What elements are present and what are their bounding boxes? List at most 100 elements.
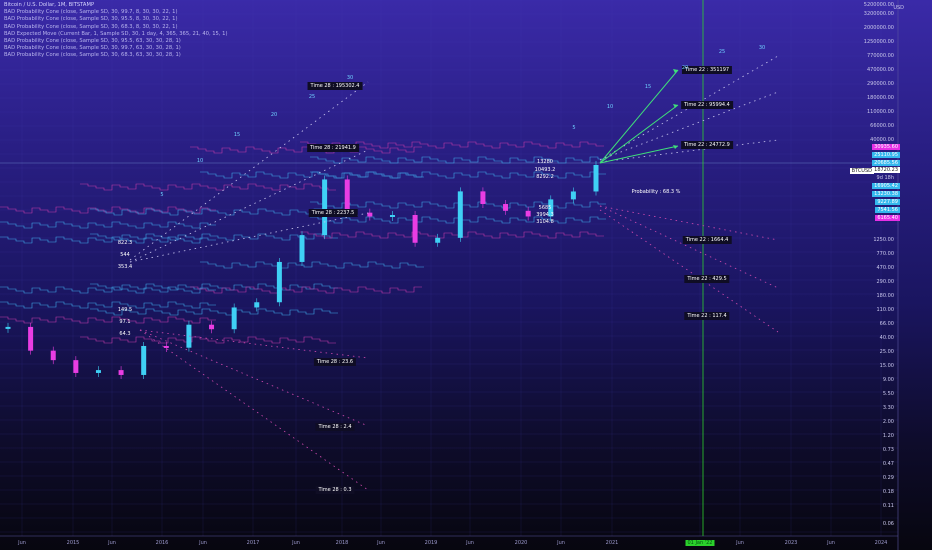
- candle: [344, 179, 350, 213]
- step-label: 20: [270, 112, 278, 118]
- step-label: 25: [718, 49, 726, 55]
- cone-band: [200, 261, 424, 269]
- cone-band: [310, 156, 606, 164]
- price-tick-label: 770.00: [876, 251, 895, 257]
- candle: [95, 370, 101, 373]
- time-22-label: Time 22 : 95994.4: [681, 101, 733, 109]
- step-label: 30: [346, 75, 354, 81]
- level-label: 3994.3: [536, 212, 554, 218]
- projection-line: [599, 55, 779, 161]
- candle: [209, 324, 215, 330]
- legend-line[interactable]: BAD Probability Cone (close, Sample SD, …: [4, 45, 181, 52]
- level-label: 97.1: [119, 319, 131, 325]
- projection-line: [129, 212, 369, 263]
- probability-label: Probability : 68.3 %: [631, 189, 681, 195]
- candle: [186, 324, 192, 348]
- level-label: 3104.8: [536, 219, 554, 225]
- time-tick-label: Jun: [377, 540, 385, 546]
- price-tick-label: 1250.00: [873, 237, 894, 243]
- cone-band: [310, 171, 606, 179]
- step-label: 10: [606, 104, 614, 110]
- price-tick-label: 0.29: [882, 475, 894, 481]
- time-28-label: Time 28 : 21941.9: [307, 144, 359, 152]
- candle: [435, 237, 441, 243]
- price-tag: 7541.56: [875, 207, 900, 213]
- time-tick-label: 2019: [424, 540, 438, 546]
- price-tag: 18720.23: [872, 167, 900, 173]
- time-tick-label: Jun: [18, 540, 26, 546]
- candle: [503, 204, 509, 211]
- step-label: 30: [758, 45, 766, 51]
- time-22-label: Time 22 : 429.5: [684, 275, 730, 283]
- expected-move-arrow: [599, 104, 679, 164]
- candle: [593, 165, 599, 192]
- time-22-label: Time 22 : 351197: [681, 66, 733, 74]
- level-label: 822.3: [117, 240, 133, 246]
- price-tick-label: 1250000.00: [863, 39, 894, 45]
- cone-band: [80, 183, 336, 191]
- price-tick-label: 290000.00: [866, 81, 894, 87]
- time-tick-label: 2023: [784, 540, 798, 546]
- candle: [50, 350, 56, 361]
- price-tick-label: 470000.00: [866, 67, 894, 73]
- projection-line: [599, 139, 779, 163]
- legend-line[interactable]: BAD Expected Move (Current Bar, 1, Sampl…: [4, 30, 228, 37]
- level-label: 353.4: [117, 264, 133, 270]
- price-tick-label: 180000.00: [866, 95, 894, 101]
- time-22-label: Time 22 : 1664.4: [682, 236, 732, 244]
- legend-title: Bitcoin / U.S. Dollar, 1M, BITSTAMP: [4, 2, 95, 8]
- time-tick-label: 2017: [246, 540, 260, 546]
- projection-line: [139, 329, 369, 491]
- price-tick-label: 0.18: [882, 489, 894, 495]
- price-tick-label: 0.47: [882, 461, 894, 467]
- candle: [28, 326, 34, 351]
- cone-band: [0, 286, 216, 294]
- legend-line[interactable]: BAD Probability Cone (close, Sample SD, …: [4, 52, 181, 59]
- cone-band: [90, 208, 338, 216]
- time-tick-label: Jun: [827, 540, 835, 546]
- time-22-label: Time 22 : 24772.9: [681, 141, 733, 149]
- cone-band: [0, 206, 216, 214]
- projection-line: [599, 205, 779, 241]
- candle: [480, 191, 486, 205]
- price-tag: 20685.56: [872, 160, 900, 166]
- time-28-label: Time 28 : 2.4: [315, 423, 355, 431]
- indicator-legend: Bitcoin / U.S. Dollar, 1M, BITSTAMP BAD …: [4, 2, 227, 60]
- cone-band: [300, 231, 604, 239]
- time-28-label: Time 28 : 0.3: [315, 486, 355, 494]
- candle: [367, 212, 373, 217]
- time-tick-label: 2020: [514, 540, 528, 546]
- price-tick-label: 180.00: [876, 293, 895, 299]
- candle: [548, 199, 554, 217]
- legend-line[interactable]: BAD Probability Cone (close, Sample SD, …: [4, 9, 178, 16]
- expected-move-arrow: [599, 145, 679, 164]
- time-tick-label: Jun: [108, 540, 116, 546]
- time-28-label: Time 28 : 2237.5: [308, 209, 358, 217]
- time-tick-label: 2018: [335, 540, 349, 546]
- time-tick-label: 01 Jan '22: [685, 540, 715, 546]
- time-tick-label: Jun: [199, 540, 207, 546]
- price-tag: 16905.42: [872, 183, 900, 189]
- legend-line[interactable]: BAD Probability Cone (close, Sample SD, …: [4, 38, 181, 45]
- candle: [570, 191, 576, 200]
- price-tick-label: 5200000.00: [863, 2, 894, 8]
- price-tick-label: 2000000.00: [863, 25, 894, 31]
- legend-line[interactable]: BAD Probability Cone (close, Sample SD, …: [4, 23, 178, 30]
- cone-band: [0, 236, 216, 244]
- candle: [163, 345, 169, 348]
- time-tick-label: Jun: [292, 540, 300, 546]
- level-label: 149.5: [117, 307, 133, 313]
- time-tick-label: 2015: [66, 540, 80, 546]
- candle: [141, 345, 147, 375]
- legend-line[interactable]: BAD Probability Cone (close, Sample SD, …: [4, 16, 178, 23]
- cone-band: [90, 233, 338, 241]
- step-label: 5: [572, 125, 576, 131]
- price-tick-label: 110000.00: [866, 109, 894, 115]
- candle: [322, 179, 328, 236]
- candle: [231, 307, 237, 330]
- cone-band: [0, 301, 216, 309]
- time-tick-label: 2024: [874, 540, 888, 546]
- level-label: 5685: [538, 205, 552, 211]
- level-label: 8292.2: [536, 174, 554, 180]
